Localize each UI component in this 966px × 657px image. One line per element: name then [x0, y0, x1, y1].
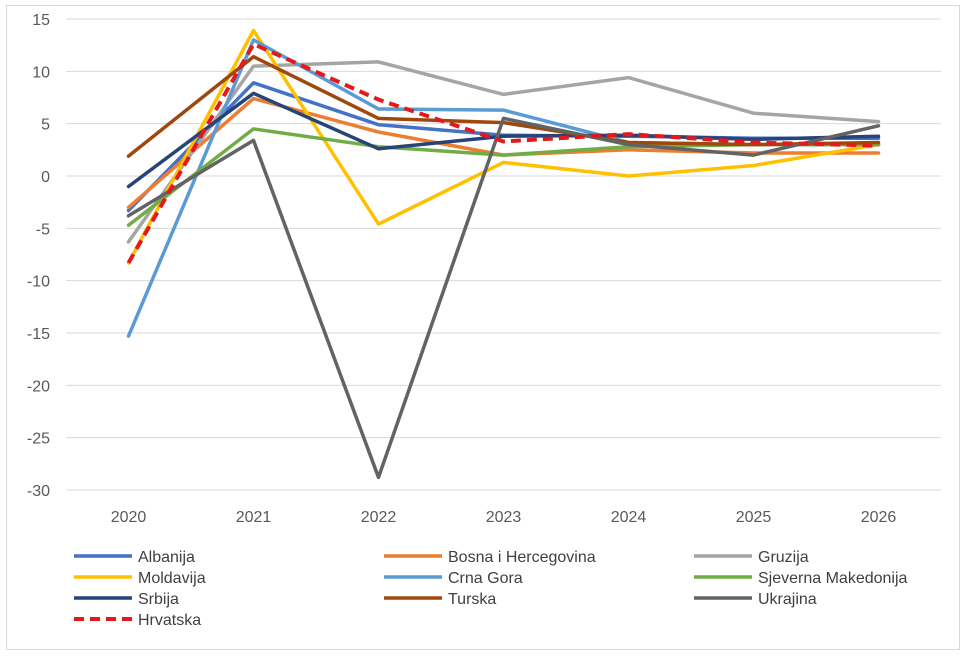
- legend-label: Srbija: [138, 591, 179, 608]
- legend-item-4: Crna Gora: [384, 570, 523, 587]
- series-line-8: [126, 116, 881, 480]
- series-lines: [126, 28, 881, 480]
- y-tick-label: -20: [27, 378, 50, 395]
- y-tick-label: -30: [27, 483, 50, 500]
- legend-item-1: Bosna i Hercegovina: [384, 549, 596, 566]
- y-tick-label: -10: [27, 274, 50, 291]
- y-tick-label: -5: [36, 221, 50, 238]
- legend-label: Sjeverna Makedonija: [758, 570, 908, 587]
- legend-label: Turska: [448, 591, 496, 608]
- x-tick-label: 2021: [236, 509, 272, 526]
- legend-label: Hrvatska: [138, 612, 201, 629]
- legend-item-5: Sjeverna Makedonija: [694, 570, 908, 587]
- legend-item-3: Moldavija: [74, 570, 206, 587]
- series-line-6: [126, 91, 881, 189]
- legend-item-2: Gruzija: [694, 549, 809, 566]
- legend-label: Crna Gora: [448, 570, 523, 587]
- y-axis-tick-labels: 15 10 5 0 -5 -10 -15 -20 -25 -30: [27, 12, 50, 500]
- legend-label: Bosna i Hercegovina: [448, 549, 596, 566]
- x-tick-label: 2022: [361, 509, 397, 526]
- legend-label: Ukrajina: [758, 591, 817, 608]
- legend-label: Gruzija: [758, 549, 809, 566]
- legend-label: Moldavija: [138, 570, 206, 587]
- chart-frame: [6, 5, 960, 650]
- legend-item-8: Ukrajina: [694, 591, 817, 608]
- series-line-2: [126, 60, 881, 244]
- gridlines: [66, 18, 941, 491]
- x-tick-label: 2026: [861, 509, 897, 526]
- x-tick-label: 2025: [736, 509, 772, 526]
- y-tick-label: 5: [41, 117, 50, 134]
- legend-item-7: Turska: [384, 591, 496, 608]
- legend-item-0: Albanija: [74, 549, 195, 566]
- x-tick-label: 2020: [111, 509, 147, 526]
- y-tick-label: 0: [41, 169, 50, 186]
- y-tick-label: -15: [27, 326, 50, 343]
- x-tick-label: 2024: [611, 509, 647, 526]
- y-tick-label: -25: [27, 431, 50, 448]
- legend-item-9: Hrvatska: [74, 612, 201, 629]
- legend-item-6: Srbija: [74, 591, 179, 608]
- x-axis-tick-labels: 2020 2021 2022 2023 2024 2025 2026: [111, 509, 897, 526]
- series-line-3: [126, 28, 881, 265]
- legend: Albanija Bosna i Hercegovina Gruzija Moldav…: [74, 549, 908, 629]
- series-line-9: [126, 42, 879, 264]
- x-tick-label: 2023: [486, 509, 522, 526]
- y-tick-label: 15: [32, 12, 50, 29]
- y-tick-label: 10: [32, 64, 50, 81]
- legend-label: Albanija: [138, 549, 195, 566]
